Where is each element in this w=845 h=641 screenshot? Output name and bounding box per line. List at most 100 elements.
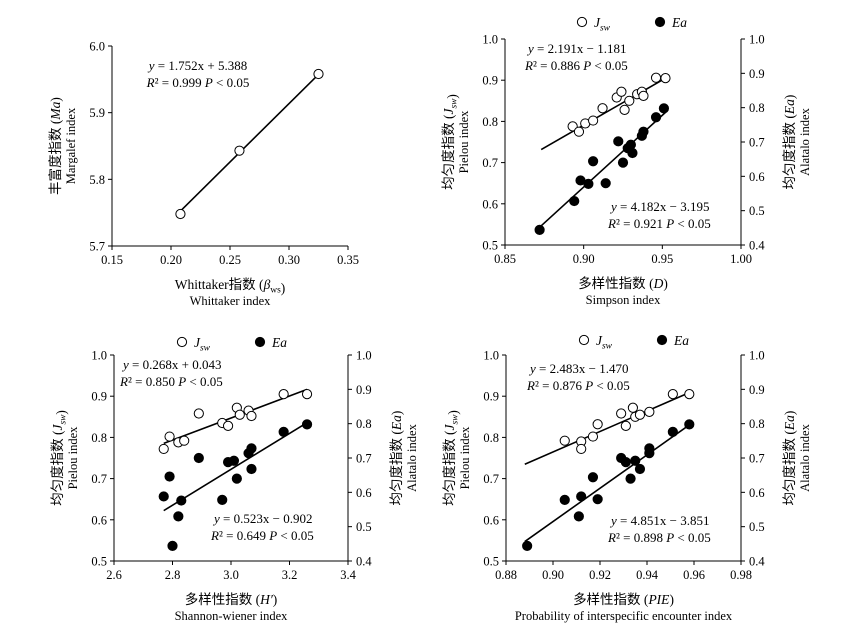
- legend-label-ea: Ea: [673, 333, 689, 348]
- y-tick-label: 0.6: [483, 513, 499, 527]
- x-axis-sublabel: Shannon-wiener index: [175, 609, 289, 623]
- legend-marker-filled: [254, 336, 266, 348]
- y2-tick-label: 0.9: [356, 383, 372, 397]
- x-tick-label: 0.92: [589, 568, 611, 582]
- regression-stats: R² = 0.876 P < 0.05: [526, 378, 630, 393]
- data-point-filled: [625, 473, 636, 484]
- data-point-filled: [534, 224, 545, 235]
- y-tick-label: 1.0: [482, 33, 498, 47]
- data-point-open: [638, 90, 649, 101]
- y-tick-label: 0.8: [483, 431, 499, 445]
- x-tick-label: 2.6: [106, 568, 122, 582]
- data-point-filled: [630, 455, 641, 466]
- data-point-filled: [587, 472, 599, 483]
- fit-line-ea: [163, 421, 308, 512]
- regression-equation: y = 0.523x − 0.902: [212, 511, 312, 526]
- data-point-filled: [228, 455, 240, 466]
- data-point-filled: [176, 495, 187, 506]
- x-tick-label: 0.35: [337, 253, 359, 267]
- data-point-open: [616, 408, 627, 419]
- y-tick-label: 0.7: [483, 472, 499, 486]
- data-point-filled: [522, 540, 533, 551]
- x-tick-label: 0.98: [730, 568, 752, 582]
- data-point-open: [234, 145, 245, 156]
- data-point-open: [576, 443, 587, 455]
- data-point-filled: [684, 419, 695, 430]
- x-tick-label: 0.25: [219, 253, 241, 267]
- regression-equation: y = 4.851x − 3.851: [609, 513, 709, 528]
- x-tick-label: 3.4: [340, 568, 356, 582]
- y-tick-label: 1.0: [483, 349, 499, 363]
- data-point-open: [650, 72, 662, 83]
- data-point-filled: [217, 494, 228, 505]
- y-tick-label: 0.5: [483, 555, 499, 569]
- y2-tick-label: 0.5: [749, 204, 765, 218]
- data-point-open: [573, 126, 585, 137]
- y2-axis-label: 均匀度指数 (Ea): [389, 411, 404, 506]
- y-axis-label: 均匀度指数 (Jsw): [50, 410, 68, 506]
- data-point-filled: [573, 511, 584, 522]
- y2-axis-label: 均匀度指数 (Ea): [782, 95, 797, 190]
- x-tick-label: 3.0: [223, 568, 239, 582]
- data-point-open: [620, 420, 631, 431]
- y-tick-label: 0.5: [482, 239, 498, 253]
- x-tick-label: 0.20: [160, 253, 182, 267]
- regression-equation: y = 2.483x − 1.470: [528, 361, 628, 376]
- y-tick-label: 0.8: [482, 115, 498, 129]
- y-axis-sublabel: Pielou index: [66, 426, 80, 490]
- chart-panel-c: 2.6 2.8 3.0 3.2 3.4 0.5 0.6 0.7 0.8 0.9 1.0 0.4 0.5 0…: [50, 335, 419, 623]
- data-point-filled: [278, 426, 289, 438]
- data-point-open: [592, 419, 603, 430]
- data-point-open: [222, 420, 234, 431]
- y-tick-label: 5.8: [89, 173, 105, 187]
- data-point-open: [246, 410, 257, 422]
- y2-tick-label: 1.0: [356, 349, 372, 363]
- x-tick-label: 0.94: [636, 568, 659, 582]
- x-tick-label: 0.90: [573, 252, 595, 266]
- y-tick-label: 5.9: [89, 106, 105, 120]
- fit-line-ea: [524, 424, 690, 543]
- data-point-filled: [193, 452, 204, 464]
- y-axis-label: 丰富度指数 (Ma): [47, 97, 63, 195]
- data-point-open: [616, 86, 627, 97]
- data-point-filled: [164, 471, 175, 482]
- y-tick-label: 0.8: [91, 431, 107, 445]
- data-point-open: [627, 402, 639, 413]
- data-point-open: [634, 409, 646, 420]
- y2-tick-label: 0.8: [749, 101, 765, 115]
- data-point-open: [660, 73, 671, 84]
- data-point-filled: [638, 126, 649, 137]
- x-tick-label: 3.2: [282, 568, 298, 582]
- y2-tick-label: 0.6: [749, 170, 765, 184]
- x-tick-label: 0.88: [495, 568, 517, 582]
- data-point-open: [234, 409, 245, 420]
- legend-marker-filled: [654, 16, 666, 28]
- y2-tick-label: 0.8: [749, 417, 765, 431]
- y-tick-label: 0.9: [482, 74, 498, 88]
- regression-equation: y = 2.191x − 1.181: [526, 41, 626, 56]
- regression-equation: y = 4.182x − 3.195: [609, 199, 709, 214]
- data-point-filled: [246, 463, 257, 475]
- data-point-filled: [613, 136, 624, 147]
- data-point-filled: [158, 491, 169, 502]
- y-tick-label: 0.9: [483, 390, 499, 404]
- y2-tick-label: 0.4: [749, 239, 765, 253]
- y2-tick-label: 1.0: [749, 33, 765, 47]
- data-point-filled: [592, 494, 603, 505]
- regression-stats: R² = 0.999 P < 0.05: [146, 75, 250, 90]
- legend-label-jsw: Jsw: [594, 15, 611, 33]
- y2-tick-label: 0.4: [749, 555, 765, 569]
- y2-axis-sublabel: Alatalo index: [798, 107, 812, 175]
- data-point-filled: [576, 491, 587, 502]
- data-point-open: [193, 408, 204, 419]
- y2-axis-sublabel: Alatalo index: [405, 423, 419, 491]
- regression-stats: R² = 0.886 P < 0.05: [524, 58, 628, 73]
- x-tick-label: 1.00: [730, 252, 752, 266]
- data-point-open: [624, 95, 635, 106]
- x-tick-label: 0.96: [683, 568, 705, 582]
- y-tick-label: 0.7: [482, 156, 498, 170]
- fit-line-j-sw: [524, 391, 690, 465]
- legend-marker-filled: [656, 334, 668, 346]
- data-point-open: [667, 389, 678, 400]
- legend-label-ea: Ea: [271, 335, 287, 350]
